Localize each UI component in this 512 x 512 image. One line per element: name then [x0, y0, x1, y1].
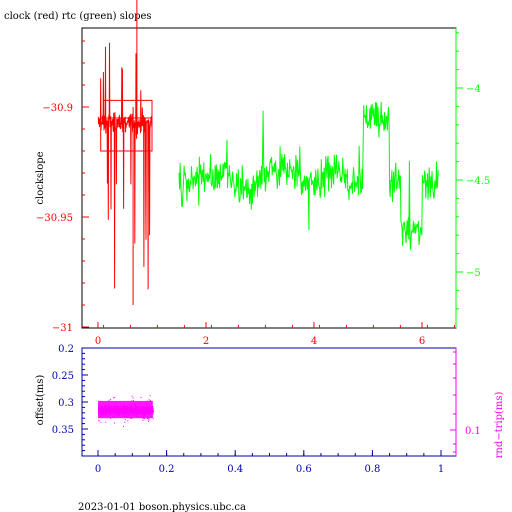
offset-point — [140, 396, 142, 398]
x-tick-label: 6 — [419, 336, 425, 347]
bottom-left-tick-label: 0.2 — [58, 344, 74, 355]
offset-point — [98, 420, 100, 422]
right-tick-label: −5 — [466, 268, 481, 279]
offset-point — [152, 410, 154, 412]
offset-point — [108, 399, 110, 401]
top-right-axis: −4 −4.5 −5 — [455, 28, 490, 328]
right-tick-label: −4.5 — [466, 176, 490, 187]
offset-point — [114, 396, 116, 398]
offset-point — [100, 421, 102, 423]
bottom-x-tick-label: 0.4 — [227, 464, 243, 475]
offset-point — [152, 410, 154, 411]
bottom-right-axis-label: rnd−trip(ms) — [494, 391, 505, 458]
offset-point — [131, 417, 133, 419]
footer-caption: 2023-01-01 boson.physics.ubc.ca — [78, 502, 246, 512]
bottom-y-axis-label: offset(ms) — [35, 375, 46, 426]
bottom-x-axis: 0 0.2 0.4 0.6 0.8 1 — [95, 450, 444, 475]
bottom-left-tick-label: 0.3 — [58, 398, 74, 409]
offset-series — [98, 395, 154, 427]
bottom-x-tick-label: 0.2 — [159, 464, 175, 475]
bottom-x-tick-label: 0.8 — [364, 464, 380, 475]
offset-point — [149, 400, 151, 401]
offset-point — [114, 422, 116, 424]
offset-point — [105, 421, 107, 423]
offset-point — [131, 395, 133, 397]
offset-point — [148, 417, 150, 419]
bottom-x-tick-label: 0 — [95, 464, 101, 475]
offset-point — [152, 413, 154, 415]
offset-point — [152, 412, 154, 413]
bottom-x-tick-label: 0.6 — [296, 464, 312, 475]
bottom-left-tick-label: 0.25 — [52, 371, 74, 382]
offset-point — [148, 419, 150, 421]
offset-point — [149, 395, 151, 397]
bottom-left-axis: 0.2 0.25 0.3 0.35 — [52, 344, 88, 452]
offset-point — [127, 420, 129, 422]
offset-point — [148, 421, 150, 423]
offset-point — [148, 399, 150, 401]
offset-point — [123, 425, 124, 427]
top-left-axis: −30.9 −30.95 −31 — [36, 40, 89, 334]
offset-point — [113, 397, 114, 399]
offset-point — [124, 421, 126, 423]
rtc-line — [178, 101, 439, 250]
offset-point — [110, 417, 112, 419]
x-tick-label: 2 — [203, 336, 209, 347]
offset-band — [98, 400, 153, 419]
offset-point — [132, 397, 134, 399]
bottom-plot: 0.2 0.25 0.3 0.35 0.1 0 0.2 0.4 0.6 0.8 1 offset… — [35, 344, 505, 475]
bottom-right-tick-label: 0.1 — [465, 426, 481, 437]
bottom-left-tick-label: 0.35 — [52, 425, 74, 436]
clock-line — [97, 42, 153, 290]
offset-point — [146, 418, 148, 419]
offset-point — [98, 419, 100, 421]
rtc-series — [178, 101, 439, 250]
bottom-right-axis: 0.1 — [450, 348, 481, 456]
chart-title: clock (red) rtc (green) slopes — [4, 11, 152, 22]
offset-point — [132, 400, 134, 401]
top-y-axis-label: clockslope — [35, 151, 46, 204]
x-tick-label: 4 — [311, 336, 317, 347]
top-x-axis: 0 2 4 6 — [95, 322, 455, 347]
offset-point — [152, 417, 154, 419]
offset-point — [109, 398, 111, 400]
offset-point — [143, 418, 145, 420]
left-tick-label: −30.95 — [36, 213, 73, 224]
offset-point — [142, 418, 144, 420]
right-tick-label: −4 — [466, 84, 481, 95]
left-tick-label: −30.9 — [42, 103, 73, 114]
offset-point — [124, 419, 126, 421]
top-plot: −30.9 −30.95 −31 −4 −4.5 −5 0 2 4 6 clockslope — [35, 0, 490, 347]
left-tick-label: −31 — [52, 323, 73, 334]
x-tick-label: 0 — [95, 336, 101, 347]
clock-series — [97, 0, 153, 305]
offset-point — [142, 419, 144, 421]
bottom-x-tick-label: 1 — [438, 464, 444, 475]
